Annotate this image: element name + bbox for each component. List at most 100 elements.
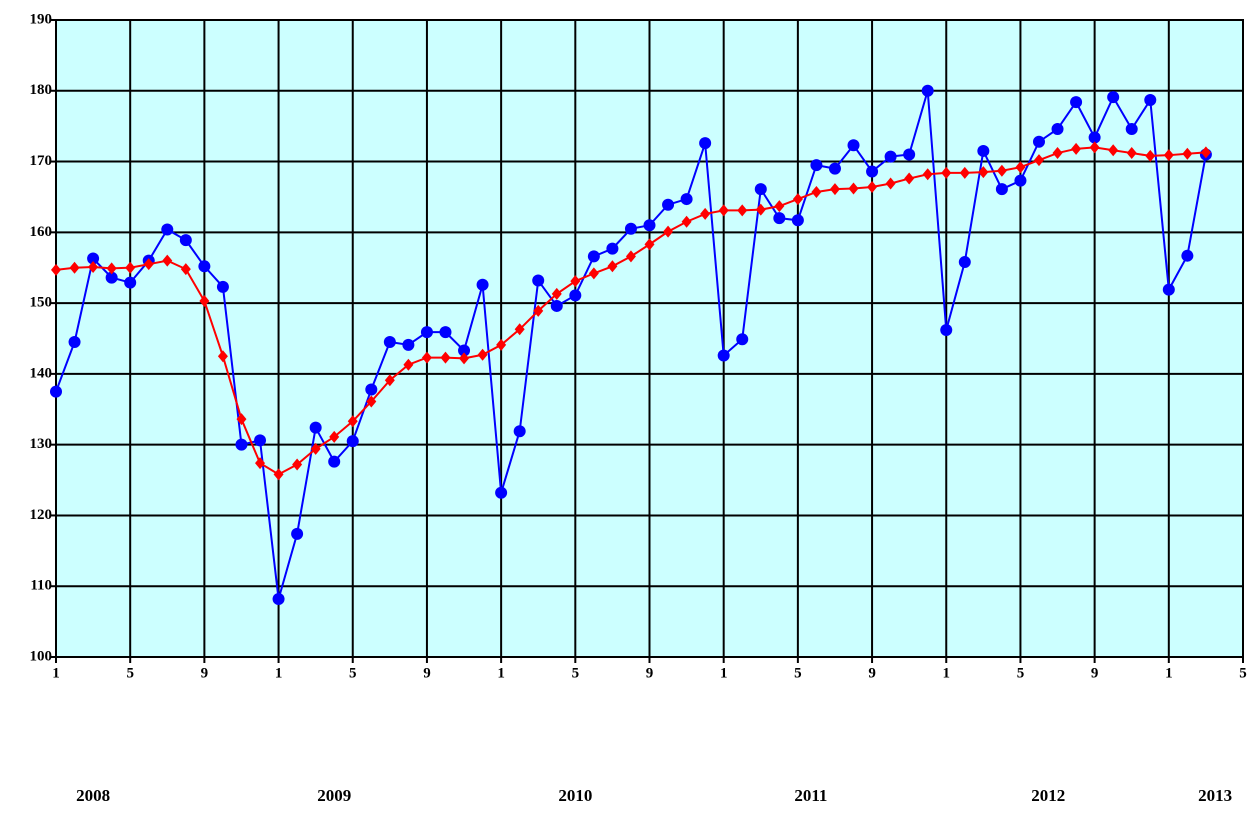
- marker: [866, 165, 879, 178]
- marker: [329, 430, 340, 443]
- x-tick-label: 1: [1165, 665, 1173, 681]
- marker: [291, 527, 304, 540]
- marker: [625, 250, 636, 263]
- marker: [420, 326, 433, 339]
- x-tick-label: 5: [1017, 665, 1025, 681]
- marker: [1144, 93, 1157, 106]
- marker: [624, 222, 637, 235]
- marker: [792, 193, 803, 206]
- x-tick-label: 1: [497, 665, 505, 681]
- year-label: 2008: [76, 786, 110, 805]
- marker: [978, 166, 989, 179]
- marker: [569, 289, 582, 302]
- marker: [1126, 147, 1137, 160]
- marker: [1125, 122, 1138, 135]
- marker: [346, 435, 359, 448]
- marker: [106, 262, 117, 275]
- marker: [847, 139, 860, 152]
- marker: [1145, 149, 1156, 162]
- marker: [458, 344, 471, 357]
- plot-border: [55, 19, 1244, 658]
- marker: [570, 275, 581, 288]
- marker: [588, 267, 599, 280]
- marker: [551, 287, 562, 300]
- marker: [87, 252, 100, 265]
- marker: [829, 183, 840, 196]
- x-tick-label: 9: [646, 665, 654, 681]
- marker: [717, 349, 730, 362]
- marker: [403, 358, 414, 371]
- marker: [977, 144, 990, 157]
- x-tick-label: 1: [943, 665, 951, 681]
- marker: [904, 172, 915, 185]
- x-tick-label: 9: [201, 665, 209, 681]
- x-tick-label: 5: [349, 665, 357, 681]
- marker: [51, 263, 61, 276]
- marker: [513, 425, 526, 438]
- marker: [68, 336, 81, 349]
- marker: [681, 215, 692, 228]
- marker: [1033, 154, 1044, 167]
- marker: [867, 181, 878, 194]
- marker: [198, 260, 211, 273]
- y-tick-label: 120: [30, 507, 53, 523]
- year-label: 2010: [558, 786, 592, 805]
- marker: [791, 214, 804, 227]
- marker: [199, 294, 210, 307]
- marker: [885, 177, 896, 190]
- marker: [439, 326, 452, 339]
- y-tick-label: 190: [30, 11, 53, 27]
- marker: [1107, 91, 1120, 104]
- year-label: 2011: [794, 786, 827, 805]
- marker: [365, 383, 378, 396]
- marker: [1163, 149, 1174, 162]
- marker: [1014, 174, 1027, 187]
- y-tick-label: 100: [30, 648, 53, 664]
- marker: [309, 421, 322, 434]
- marker: [811, 185, 822, 198]
- x-tick-label: 5: [126, 665, 134, 681]
- marker: [755, 203, 766, 216]
- marker: [996, 164, 1007, 177]
- marker: [810, 159, 823, 172]
- marker: [235, 438, 248, 451]
- x-tick-label: 9: [1091, 665, 1099, 681]
- marker: [179, 234, 192, 247]
- marker: [699, 137, 712, 150]
- marker: [643, 219, 656, 232]
- marker: [162, 254, 173, 267]
- marker: [180, 263, 191, 276]
- marker: [514, 323, 525, 336]
- marker: [143, 258, 154, 271]
- marker: [217, 350, 228, 363]
- marker: [1200, 146, 1211, 159]
- marker: [310, 442, 321, 455]
- marker: [69, 261, 80, 274]
- marker: [254, 434, 267, 447]
- marker: [476, 278, 489, 291]
- marker: [903, 148, 916, 161]
- marker: [236, 413, 247, 426]
- marker: [402, 338, 415, 351]
- x-tick-label: 1: [52, 665, 60, 681]
- marker: [736, 333, 749, 346]
- marker: [958, 256, 971, 269]
- marker: [496, 338, 507, 351]
- marker: [1032, 135, 1045, 148]
- y-tick-label: 160: [30, 224, 53, 240]
- marker: [421, 351, 432, 364]
- marker: [995, 183, 1008, 196]
- marker: [848, 182, 859, 195]
- marker: [347, 415, 358, 428]
- marker: [50, 385, 62, 398]
- marker: [88, 261, 99, 274]
- marker: [124, 276, 137, 289]
- marker: [1071, 142, 1082, 155]
- marker: [125, 261, 136, 274]
- marker: [272, 592, 285, 605]
- marker: [1108, 144, 1119, 157]
- x-tick-label: 5: [794, 665, 802, 681]
- year-label: 2013: [1198, 786, 1232, 805]
- marker: [216, 280, 229, 293]
